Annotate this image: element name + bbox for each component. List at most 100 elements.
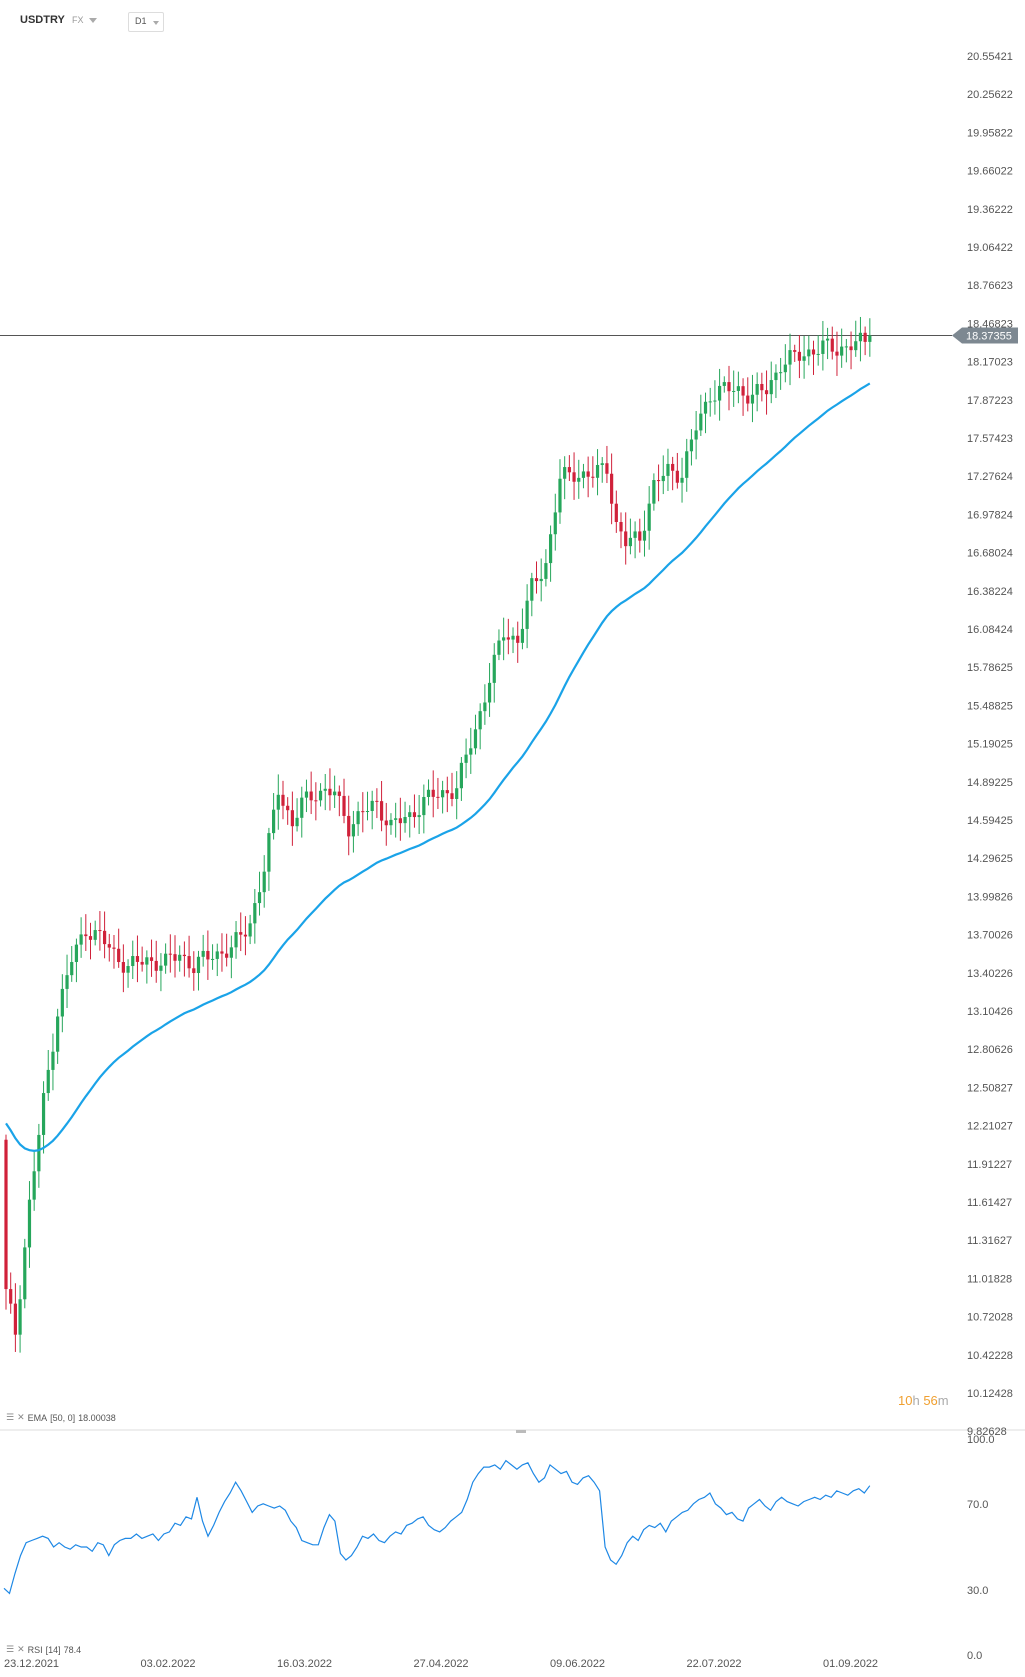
candle-body bbox=[74, 944, 79, 963]
candle-body bbox=[722, 382, 726, 386]
candle-body bbox=[295, 817, 299, 827]
candle-body bbox=[802, 356, 806, 361]
candle-body bbox=[215, 951, 219, 959]
candle-body bbox=[220, 951, 224, 954]
candle-body bbox=[403, 816, 407, 824]
candle-body bbox=[835, 351, 839, 356]
candle-body bbox=[154, 960, 158, 971]
price-tick-label: 19.36222 bbox=[967, 204, 1013, 216]
price-tick-label: 12.80626 bbox=[967, 1044, 1013, 1056]
candle-body bbox=[51, 1051, 55, 1070]
candle-body bbox=[699, 413, 703, 431]
candle-body bbox=[436, 796, 440, 798]
candle-body bbox=[492, 654, 496, 683]
candle-body bbox=[201, 950, 205, 957]
price-tick-label: 11.91227 bbox=[967, 1159, 1012, 1171]
candle-body bbox=[783, 364, 787, 373]
candle-body bbox=[718, 385, 722, 401]
candle-body bbox=[65, 975, 69, 989]
candlestick-series bbox=[4, 316, 872, 1353]
price-tick-label: 11.01828 bbox=[967, 1273, 1012, 1285]
price-tick-label: 18.17023 bbox=[967, 357, 1013, 369]
candle-body bbox=[365, 811, 370, 813]
symbol-label[interactable]: USDTRY bbox=[20, 14, 65, 26]
timeframe-dropdown-icon bbox=[153, 21, 159, 25]
ema-legend-name: EMA bbox=[27, 1412, 48, 1423]
candle-body bbox=[93, 930, 97, 940]
candle-body bbox=[398, 818, 402, 824]
candle-body bbox=[849, 346, 853, 351]
candle-body bbox=[539, 578, 543, 582]
countdown-hours: 10 bbox=[898, 1393, 913, 1408]
settings-icon[interactable]: ☰ bbox=[6, 1412, 15, 1422]
candle-body bbox=[328, 788, 332, 796]
time-tick-label: 27.04.2022 bbox=[414, 1658, 469, 1670]
candle-body bbox=[98, 930, 102, 932]
candle-body bbox=[750, 394, 755, 404]
candle-body bbox=[788, 350, 792, 365]
candle-body bbox=[713, 400, 717, 402]
candle-body bbox=[844, 346, 848, 348]
price-tick-label: 15.19025 bbox=[967, 739, 1013, 751]
candle-body bbox=[581, 471, 586, 478]
candle-body bbox=[234, 932, 238, 948]
price-tick-label: 10.72028 bbox=[967, 1312, 1013, 1324]
candle-body bbox=[168, 953, 172, 955]
candle-body bbox=[431, 789, 435, 797]
price-tick-label: 16.97824 bbox=[967, 509, 1013, 521]
candle-body bbox=[619, 521, 623, 532]
candle-body bbox=[239, 932, 243, 935]
candle-body bbox=[173, 954, 177, 961]
price-tick-label: 20.55421 bbox=[967, 51, 1013, 63]
candle-body bbox=[159, 965, 163, 971]
candle-body bbox=[821, 340, 825, 354]
candle-body bbox=[497, 640, 501, 655]
rsi-tick-label: 30.0 bbox=[967, 1585, 988, 1597]
candle-body bbox=[567, 467, 571, 473]
candle-body bbox=[487, 682, 492, 703]
price-tick-label: 17.27624 bbox=[967, 471, 1013, 483]
candle-body bbox=[375, 800, 379, 802]
price-tick-label: 13.99826 bbox=[967, 891, 1013, 903]
candle-body bbox=[196, 956, 201, 974]
candle-body bbox=[117, 948, 121, 963]
rsi-legend-name: RSI bbox=[27, 1644, 43, 1655]
close-icon[interactable]: ✕ bbox=[17, 1644, 25, 1654]
candle-body bbox=[558, 478, 562, 513]
price-tick-label: 11.61427 bbox=[967, 1197, 1012, 1209]
candle-body bbox=[520, 628, 525, 643]
symbol-dropdown-icon[interactable] bbox=[89, 18, 97, 23]
candle-body bbox=[135, 956, 140, 962]
candle-body bbox=[286, 805, 290, 811]
price-tick-label: 12.21027 bbox=[967, 1121, 1013, 1133]
ema-legend: ☰ ✕ EMA [50, 0] 18.00038 bbox=[6, 1412, 116, 1423]
candle-body bbox=[807, 349, 811, 357]
price-tick-label: 13.40226 bbox=[967, 968, 1013, 980]
candle-body bbox=[685, 451, 689, 478]
candle-body bbox=[666, 463, 670, 476]
candle-body bbox=[774, 372, 778, 381]
candle-body bbox=[229, 947, 233, 958]
candle-body bbox=[13, 1303, 17, 1335]
candle-body bbox=[459, 762, 463, 789]
candle-body bbox=[23, 1247, 27, 1300]
candle-body bbox=[408, 812, 412, 817]
price-tick-label: 14.89225 bbox=[967, 777, 1013, 789]
candle-body bbox=[417, 815, 421, 818]
rsi-line bbox=[3, 1459, 871, 1595]
panel-resize-handle[interactable] bbox=[516, 1430, 526, 1433]
timeframe-select[interactable]: D1 bbox=[128, 12, 164, 32]
candle-body bbox=[534, 578, 539, 582]
time-tick-label: 16.03.2022 bbox=[277, 1658, 332, 1670]
candle-body bbox=[563, 467, 567, 479]
close-icon[interactable]: ✕ bbox=[17, 1412, 25, 1422]
candle-body bbox=[473, 729, 478, 749]
candle-body bbox=[18, 1299, 22, 1335]
candle-body bbox=[361, 811, 365, 813]
candle-body bbox=[483, 702, 487, 712]
candle-body bbox=[149, 957, 154, 961]
settings-icon[interactable]: ☰ bbox=[6, 1644, 15, 1654]
candle-body bbox=[642, 530, 647, 541]
candle-body bbox=[464, 754, 468, 763]
